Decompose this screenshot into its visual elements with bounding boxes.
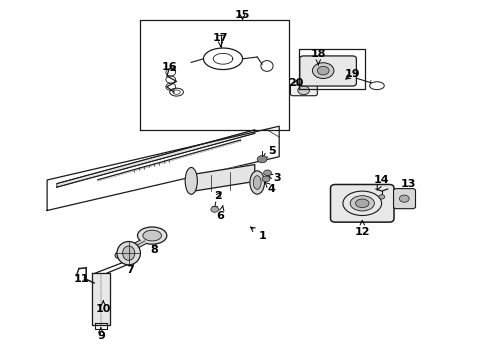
Text: 11: 11 xyxy=(74,274,89,284)
Text: 13: 13 xyxy=(401,179,416,194)
Ellipse shape xyxy=(356,199,369,208)
Text: 14: 14 xyxy=(374,175,390,190)
Text: 2: 2 xyxy=(214,191,222,201)
Text: 4: 4 xyxy=(265,182,276,194)
Ellipse shape xyxy=(253,176,261,189)
Text: 5: 5 xyxy=(263,146,276,158)
Text: 7: 7 xyxy=(126,259,134,275)
FancyBboxPatch shape xyxy=(291,85,318,96)
Text: 15: 15 xyxy=(235,10,250,20)
Text: 18: 18 xyxy=(311,49,326,65)
Polygon shape xyxy=(191,165,255,192)
Circle shape xyxy=(318,66,329,75)
Circle shape xyxy=(399,195,409,202)
Circle shape xyxy=(298,86,310,95)
Text: 12: 12 xyxy=(355,221,370,237)
Text: 10: 10 xyxy=(96,301,111,314)
Circle shape xyxy=(313,63,334,78)
Circle shape xyxy=(257,156,267,163)
Text: 3: 3 xyxy=(268,173,281,183)
Polygon shape xyxy=(92,273,110,325)
Ellipse shape xyxy=(185,167,197,194)
Ellipse shape xyxy=(350,196,374,211)
Text: 9: 9 xyxy=(97,328,105,341)
Text: 17: 17 xyxy=(213,33,228,46)
Ellipse shape xyxy=(122,246,135,260)
Circle shape xyxy=(262,176,270,182)
Circle shape xyxy=(211,207,219,212)
FancyBboxPatch shape xyxy=(331,184,394,222)
Text: 16: 16 xyxy=(161,62,177,72)
Ellipse shape xyxy=(143,230,161,241)
FancyBboxPatch shape xyxy=(300,56,356,86)
Text: 8: 8 xyxy=(151,242,158,255)
Circle shape xyxy=(264,170,271,176)
Ellipse shape xyxy=(117,242,141,265)
Text: 20: 20 xyxy=(289,78,304,88)
Polygon shape xyxy=(57,130,255,187)
Text: 19: 19 xyxy=(344,69,360,79)
Text: 1: 1 xyxy=(250,227,266,240)
Ellipse shape xyxy=(138,227,167,244)
Ellipse shape xyxy=(250,171,265,194)
Circle shape xyxy=(379,195,385,199)
FancyBboxPatch shape xyxy=(393,189,416,209)
Text: 6: 6 xyxy=(217,205,224,221)
